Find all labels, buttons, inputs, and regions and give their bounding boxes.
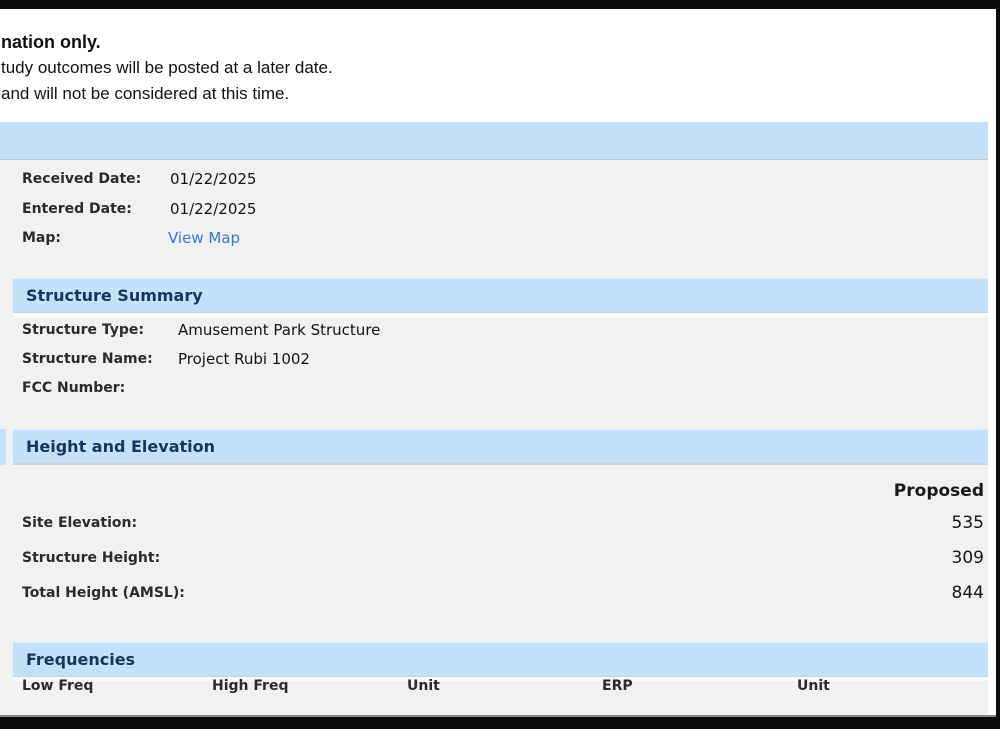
structure-name-value: Project Rubi 1002 <box>178 350 310 368</box>
received-date-value: 01/22/2025 <box>170 170 257 188</box>
freq-col-unit-2: Unit <box>797 678 830 694</box>
divider <box>13 677 988 681</box>
view-map-link[interactable]: View Map <box>168 229 241 247</box>
site-elevation-label: Site Elevation: <box>22 515 138 531</box>
top-blue-band <box>0 122 988 160</box>
divider <box>13 313 988 317</box>
height-elevation-header: Height and Elevation <box>13 429 988 465</box>
frequencies-header: Frequencies <box>13 642 988 678</box>
proposed-column-header: Proposed <box>893 481 984 501</box>
site-elevation-value: 535 <box>951 513 984 533</box>
structure-height-label: Structure Height: <box>22 550 161 566</box>
entered-date-label: Entered Date: <box>22 201 132 217</box>
top-black-bar <box>0 0 1000 9</box>
structure-summary-header: Structure Summary <box>13 278 988 314</box>
entered-date-value: 01/22/2025 <box>170 200 257 218</box>
structure-height-value: 309 <box>951 548 984 568</box>
total-height-amsl-value: 844 <box>951 583 984 603</box>
structure-type-label: Structure Type: <box>22 322 145 338</box>
notice-line-2: tudy outcomes will be posted at a later … <box>1 58 333 77</box>
right-black-edge <box>996 0 1000 729</box>
divider <box>0 715 1000 717</box>
freq-col-high-freq: High Freq <box>212 678 289 694</box>
structure-type-value: Amusement Park Structure <box>178 321 381 339</box>
received-date-label: Received Date: <box>22 171 142 187</box>
map-label: Map: <box>22 230 61 246</box>
notice-line-3: and will not be considered at this time. <box>1 84 290 103</box>
bottom-black-bar <box>0 717 1000 729</box>
clipped-left-band-fragment <box>0 429 6 465</box>
notice-line-1: nation only. <box>1 32 101 52</box>
total-height-amsl-label: Total Height (AMSL): <box>22 585 185 601</box>
structure-name-label: Structure Name: <box>22 351 153 367</box>
freq-col-low-freq: Low Freq <box>22 678 94 694</box>
freq-col-erp: ERP <box>602 678 633 694</box>
freq-col-unit-1: Unit <box>407 678 440 694</box>
fcc-number-label: FCC Number: <box>22 380 126 396</box>
